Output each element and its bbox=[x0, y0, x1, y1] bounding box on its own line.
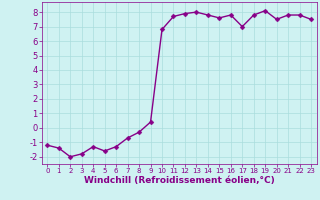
X-axis label: Windchill (Refroidissement éolien,°C): Windchill (Refroidissement éolien,°C) bbox=[84, 176, 275, 185]
